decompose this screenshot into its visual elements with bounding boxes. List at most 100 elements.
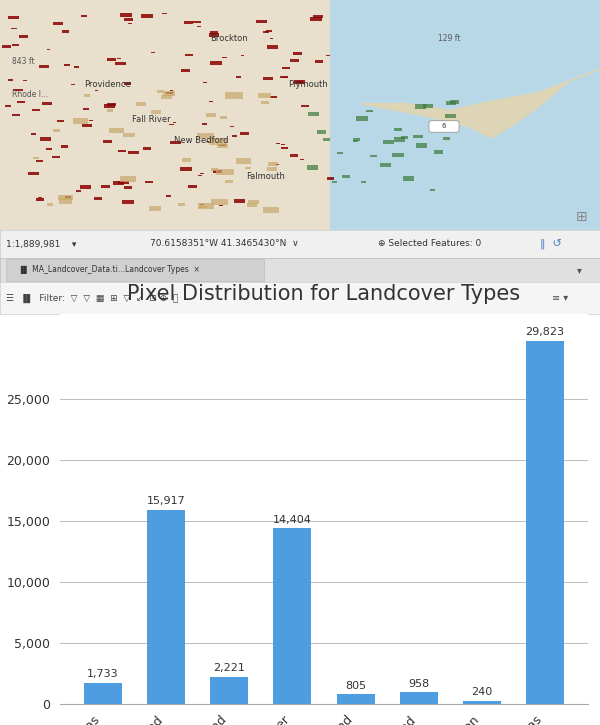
Bar bbox=[61, 145, 68, 147]
Text: 29,823: 29,823 bbox=[526, 327, 565, 337]
Text: Rhode I...: Rhode I... bbox=[12, 90, 48, 99]
Bar bbox=[445, 114, 457, 118]
Bar bbox=[200, 204, 204, 205]
Bar bbox=[283, 77, 287, 78]
Bar bbox=[260, 101, 269, 104]
Bar bbox=[124, 18, 133, 21]
Bar bbox=[197, 25, 201, 27]
Bar bbox=[337, 152, 343, 154]
Bar bbox=[118, 149, 125, 152]
Bar bbox=[424, 104, 433, 108]
Bar bbox=[166, 92, 173, 94]
Bar bbox=[463, 701, 501, 704]
Text: 14,404: 14,404 bbox=[273, 515, 312, 525]
FancyBboxPatch shape bbox=[6, 260, 264, 281]
Bar bbox=[266, 30, 272, 32]
Bar bbox=[145, 181, 153, 183]
Bar bbox=[267, 167, 277, 171]
Bar bbox=[169, 124, 173, 125]
Bar bbox=[185, 54, 193, 57]
Bar bbox=[247, 203, 257, 207]
Bar bbox=[443, 137, 449, 140]
Bar bbox=[62, 30, 70, 33]
Bar bbox=[356, 117, 368, 121]
Bar bbox=[218, 144, 226, 146]
Bar bbox=[245, 167, 251, 169]
Text: ≡ ▾: ≡ ▾ bbox=[552, 293, 568, 303]
Bar bbox=[13, 88, 23, 91]
Bar bbox=[300, 159, 304, 160]
Bar bbox=[446, 101, 456, 105]
Bar bbox=[74, 66, 79, 67]
Bar bbox=[94, 197, 103, 200]
Bar bbox=[83, 108, 89, 109]
Text: 70.6158351°W 41.3465430°N  ∨: 70.6158351°W 41.3465430°N ∨ bbox=[150, 239, 299, 249]
Text: 240: 240 bbox=[471, 687, 493, 697]
Bar bbox=[274, 529, 311, 704]
Bar bbox=[53, 22, 64, 25]
Bar bbox=[317, 130, 326, 133]
FancyBboxPatch shape bbox=[429, 121, 459, 132]
Bar bbox=[157, 90, 164, 93]
Bar bbox=[200, 173, 204, 174]
Bar bbox=[323, 138, 330, 141]
Bar bbox=[142, 14, 153, 18]
Bar bbox=[47, 49, 50, 50]
Bar bbox=[151, 52, 155, 54]
Bar bbox=[394, 128, 403, 131]
Text: 843 ft: 843 ft bbox=[12, 57, 35, 67]
Bar bbox=[28, 172, 39, 175]
Bar bbox=[33, 157, 40, 160]
Bar bbox=[57, 120, 64, 123]
Bar bbox=[209, 33, 219, 37]
Text: ☰  ▐▌  Filter:  ▽  ▽  ▦  ⊞  ▽  ↙  ⊡ ⊕  ⤢: ☰ ▐▌ Filter: ▽ ▽ ▦ ⊞ ▽ ↙ ⊡ ⊕ ⤢ bbox=[6, 294, 178, 302]
Bar bbox=[401, 136, 408, 138]
Bar bbox=[353, 138, 360, 141]
Bar bbox=[526, 341, 564, 704]
Bar bbox=[313, 15, 323, 18]
Bar bbox=[71, 84, 75, 86]
Bar bbox=[73, 117, 88, 123]
Bar bbox=[128, 22, 132, 24]
Bar bbox=[203, 82, 206, 83]
Bar bbox=[211, 31, 218, 33]
Bar bbox=[46, 148, 52, 150]
Bar bbox=[118, 58, 121, 59]
Bar bbox=[416, 144, 427, 148]
Bar bbox=[450, 101, 459, 104]
Bar bbox=[206, 141, 209, 142]
Bar bbox=[434, 150, 443, 154]
Bar bbox=[211, 168, 218, 171]
Bar bbox=[213, 170, 222, 173]
Bar bbox=[84, 683, 122, 704]
Text: 2,221: 2,221 bbox=[214, 663, 245, 674]
Bar bbox=[193, 21, 202, 23]
Bar bbox=[380, 163, 391, 167]
Bar bbox=[295, 80, 305, 83]
Bar bbox=[170, 141, 181, 144]
Bar bbox=[82, 124, 92, 127]
Bar bbox=[290, 154, 298, 157]
Text: ▐▌ MA_Landcover_Data.ti...Landcover Types  ×: ▐▌ MA_Landcover_Data.ti...Landcover Type… bbox=[18, 265, 200, 275]
Bar bbox=[89, 120, 93, 121]
Bar bbox=[181, 167, 192, 171]
Bar bbox=[293, 52, 302, 54]
Bar bbox=[263, 77, 273, 80]
Text: Fall River: Fall River bbox=[132, 115, 170, 124]
Bar bbox=[47, 204, 53, 206]
Bar bbox=[226, 180, 233, 183]
Bar bbox=[2, 45, 11, 48]
Bar bbox=[403, 176, 414, 181]
Bar bbox=[35, 198, 44, 201]
Bar bbox=[8, 15, 19, 19]
Bar bbox=[52, 156, 59, 158]
Text: ‖  ↺: ‖ ↺ bbox=[540, 239, 562, 249]
Bar bbox=[124, 83, 131, 85]
Bar bbox=[151, 110, 161, 114]
Bar bbox=[163, 91, 175, 96]
Bar bbox=[161, 13, 167, 14]
Bar bbox=[413, 135, 423, 138]
Bar bbox=[241, 133, 249, 135]
Text: 1,733: 1,733 bbox=[87, 669, 119, 679]
Title: Pixel Distribution for Landcover Types: Pixel Distribution for Landcover Types bbox=[127, 284, 521, 304]
